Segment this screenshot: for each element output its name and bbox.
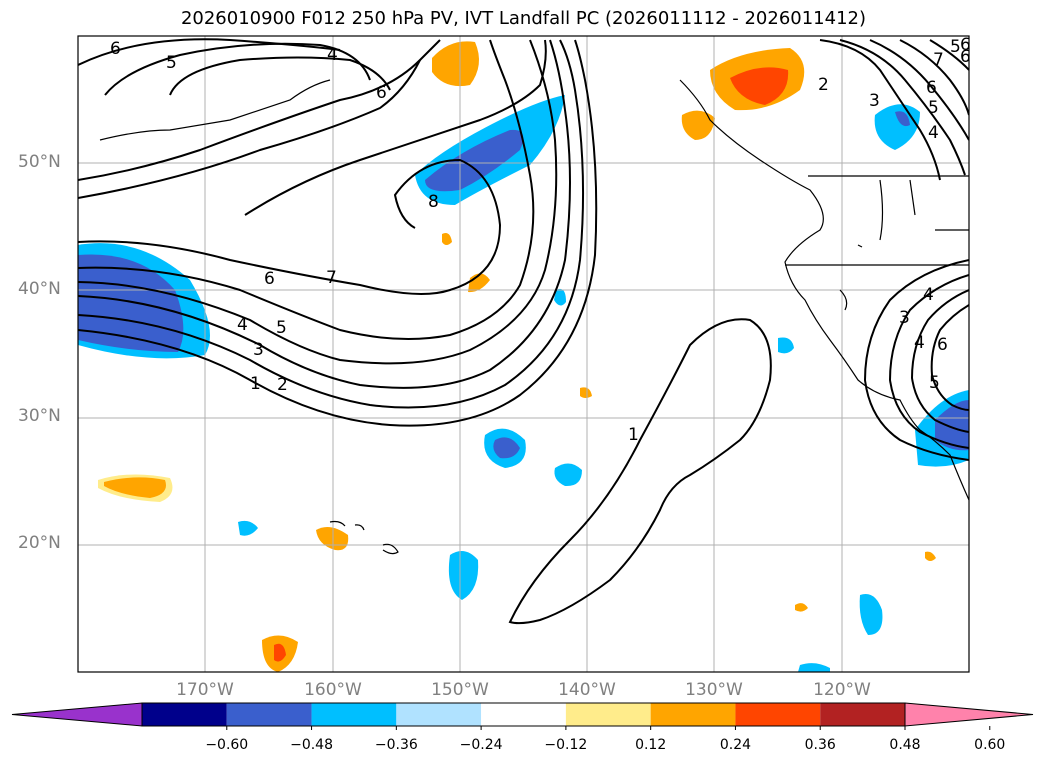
contour-label: 2 (277, 375, 288, 395)
contour-label: 6 (960, 35, 971, 55)
contour-label: 1 (628, 425, 639, 445)
contour-label: 6 (960, 47, 971, 67)
colorbar-segments (11, 702, 1034, 730)
lon-label: 140°W (558, 680, 616, 700)
contour-label: 5 (166, 53, 177, 73)
contour-label: 2 (818, 75, 829, 95)
contour-label: 8 (428, 192, 439, 212)
colorbar-segment (820, 703, 905, 726)
contour-label: 5 (276, 318, 287, 338)
contour-label: 7 (326, 268, 337, 288)
colorbar-tick-label: −0.48 (290, 737, 333, 753)
lon-label: 120°W (813, 680, 871, 700)
colorbar-tick-label: 0.24 (719, 737, 752, 753)
contour-label: 6 (264, 269, 275, 289)
contour-label: 4 (923, 285, 934, 305)
lon-label: 150°W (431, 680, 489, 700)
contour-label: 4 (928, 123, 939, 143)
lon-label: 170°W (176, 680, 234, 700)
map-frame (77, 35, 970, 673)
map-panel: 6 5 4 6 7 6 4 5 3 2 1 8 6 7 6 5 4 2 3 6 … (77, 35, 971, 673)
colorbar-segment (481, 703, 566, 726)
contour-label: 6 (926, 78, 937, 98)
colorbar-tick-label: −0.12 (544, 737, 588, 753)
map-title: 2026010900 F012 250 hPa PV, IVT Landfall… (180, 8, 867, 29)
contour-label: 3 (253, 340, 264, 360)
contour-label: 5 (929, 373, 940, 393)
contour-labels: 6 5 4 6 7 6 4 5 3 2 1 8 6 7 6 5 4 2 3 6 … (110, 35, 971, 445)
contour-label: 1 (250, 374, 261, 394)
colorbar-tick-label: −0.60 (205, 737, 249, 753)
colorbar-segment (565, 703, 651, 726)
colorbar-tick-label: 0.36 (804, 737, 836, 753)
colorbar-extend-high (904, 702, 1034, 727)
colorbar-extend-low (11, 702, 143, 727)
colorbar-tick-label: 0.48 (889, 737, 921, 753)
lat-label: 40°N (18, 279, 61, 299)
colorbar-tick-label: 0.60 (974, 737, 1006, 753)
colorbar-segment (142, 703, 227, 726)
coastlines (99, 79, 969, 555)
positive-anomaly-regions (98, 41, 936, 672)
contour-label: 6 (376, 83, 387, 103)
contour-label: 3 (899, 308, 910, 328)
lat-label: 30°N (18, 406, 61, 426)
pv-contours (78, 38, 969, 625)
map-contents: 6 5 4 6 7 6 4 5 3 2 1 8 6 7 6 5 4 2 3 6 … (78, 35, 971, 672)
contour-label: 5 (950, 37, 961, 57)
colorbar-segment (226, 703, 312, 726)
contour-label: 4 (327, 45, 338, 65)
contour-label: 7 (933, 50, 944, 70)
contour-label: 6 (937, 335, 948, 355)
colorbar-segment (396, 703, 482, 726)
negative-anomaly-regions (78, 95, 969, 672)
colorbar-segment (650, 703, 736, 726)
contour-label: 6 (110, 39, 121, 59)
colorbar-segment (311, 703, 397, 726)
colorbar-tick-label: 0.12 (635, 737, 667, 753)
contour-label: 4 (914, 333, 925, 353)
graticule (78, 36, 969, 672)
contour-label: 3 (869, 91, 880, 111)
lon-label: 160°W (304, 680, 362, 700)
lat-label: 20°N (18, 533, 61, 553)
colorbar-segment (735, 703, 821, 726)
colorbar-tick-label: −0.24 (459, 737, 503, 753)
lat-label: 50°N (18, 152, 61, 172)
contour-label: 4 (237, 315, 248, 335)
colorbar-frame (141, 702, 906, 727)
contour-label: 5 (928, 98, 939, 118)
colorbar-tick-label: −0.36 (374, 737, 418, 753)
lon-label: 130°W (685, 680, 743, 700)
